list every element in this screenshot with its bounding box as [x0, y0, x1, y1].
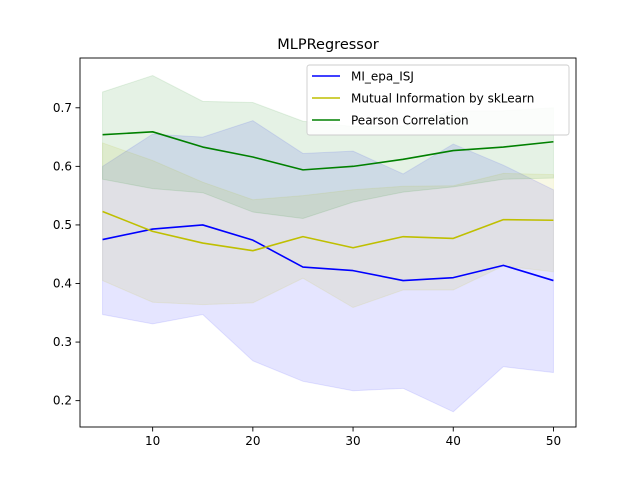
axes-layer: 10 20 30 40 50 0.2 0.3 0.4 0.5 0.6 0.7 [53, 57, 577, 448]
line-series-0 [102, 224, 554, 282]
line-series-1 [102, 210, 554, 252]
chart-title: MLPRegressor [277, 37, 378, 53]
y-tick-label: 0.6 [53, 159, 72, 173]
lines-layer [102, 131, 554, 282]
legend-label-1: Mutual Information by skLearn [351, 92, 534, 106]
bands-layer [102, 75, 554, 413]
band-series-0 [102, 120, 554, 413]
plot-frame [79, 57, 577, 428]
x-tick-label: 30 [345, 434, 360, 448]
legend-box [306, 64, 570, 136]
band-series-2 [102, 75, 554, 220]
band-series-1 [102, 142, 554, 309]
x-tick-label: 40 [446, 434, 461, 448]
y-tick-label: 0.3 [53, 335, 72, 349]
x-tick-label: 50 [546, 434, 561, 448]
y-tick-label: 0.5 [53, 218, 72, 232]
line-series-2 [102, 131, 554, 171]
legend: MI_epa_ISJ Mutual Information by skLearn P… [306, 64, 570, 136]
legend-label-0: MI_epa_ISJ [351, 70, 414, 84]
y-tick-label: 0.2 [53, 394, 72, 408]
y-tick-label: 0.4 [53, 277, 72, 291]
x-tick-label: 20 [245, 434, 260, 448]
legend-label-2: Pearson Correlation [351, 114, 469, 128]
y-tick-label: 0.7 [53, 101, 72, 115]
x-tick-label: 10 [145, 434, 160, 448]
